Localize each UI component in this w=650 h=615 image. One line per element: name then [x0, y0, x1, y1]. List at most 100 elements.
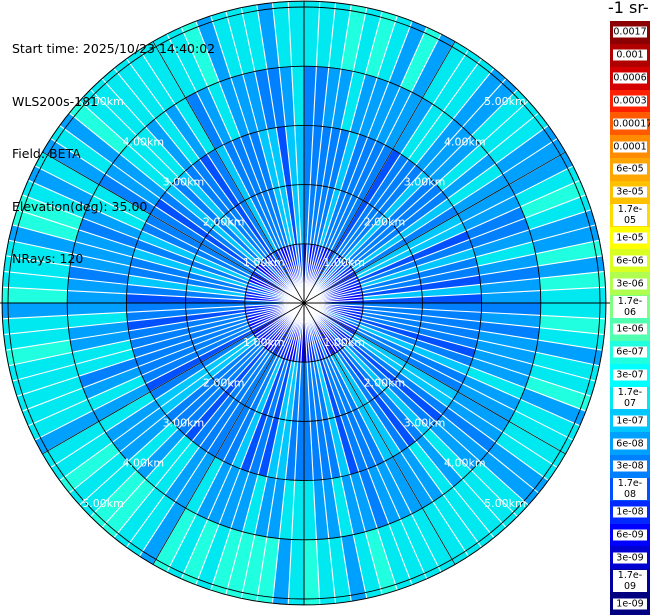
scan-sector: [145, 214, 253, 277]
ray-gap: [79, 302, 305, 506]
ring-label: 5.00km: [484, 95, 526, 108]
scan-sector: [355, 214, 463, 277]
ring-label: 1.00km: [323, 256, 365, 269]
scan-sector: [231, 357, 283, 469]
ray-gap: [303, 302, 469, 557]
scan-sector: [249, 131, 289, 247]
scan-sector: [347, 184, 443, 266]
scan-sector: [355, 329, 463, 392]
scan-sector: [316, 129, 350, 246]
scan-sector: [113, 58, 165, 119]
scan-sector: [345, 177, 436, 264]
scan-sector: [462, 195, 521, 231]
scan-sector: [350, 337, 448, 415]
scan-sector: [481, 303, 541, 316]
colorbar-cell: 3e-06: [610, 272, 650, 296]
colorbar-cell: 1.7e-06: [610, 295, 650, 318]
scan-sector: [128, 135, 179, 185]
ray-gap: [225, 302, 305, 595]
ring-label: 2.00km: [203, 216, 245, 229]
scan-sector: [67, 278, 128, 294]
ray-gap: [303, 302, 592, 397]
ray-gap: [90, 89, 305, 304]
scan-sector: [5, 340, 73, 366]
ray-gap: [303, 224, 596, 304]
scan-sector: [98, 174, 156, 215]
colorbar-cell: 1.7e-05: [610, 203, 650, 227]
scan-sector: [279, 66, 295, 127]
ray-gap: [303, 100, 529, 304]
scan-sector: [349, 74, 378, 135]
colorbar-cell: 0.0017: [610, 21, 650, 44]
ray-gap: [180, 26, 305, 304]
scan-sector: [254, 69, 277, 130]
ring-label: 4.00km: [444, 457, 486, 470]
ray-gap: [303, 112, 539, 304]
scan-sector: [93, 184, 151, 223]
scan-sector: [345, 342, 436, 429]
scan-sector: [525, 376, 592, 412]
ray-gap: [303, 20, 413, 304]
ray-gap: [50, 302, 305, 468]
scan-sector: [223, 140, 280, 251]
ray-gap: [303, 302, 495, 538]
scan-sector: [532, 224, 600, 254]
scan-sector: [34, 152, 99, 196]
scan-sector: [435, 414, 489, 462]
scan-sector: [166, 513, 208, 579]
scan-sector: [254, 476, 277, 537]
ray-gap: [303, 302, 529, 506]
scan-sector: [59, 112, 120, 164]
ray-gap: [12, 224, 305, 304]
elevation-label: Elevation(deg): 35.00: [12, 198, 148, 214]
ray-gap: [59, 125, 305, 304]
scan-sector: [341, 4, 367, 72]
ray-gap: [166, 33, 305, 304]
scan-sector: [408, 441, 454, 495]
ray-gap: [34, 165, 305, 304]
scan-sector: [422, 501, 469, 565]
scan-sector: [411, 33, 455, 98]
scan-sector: [22, 180, 88, 219]
ray-gap: [8, 302, 305, 367]
scan-sector: [319, 131, 359, 247]
scan-sector: [135, 239, 249, 285]
ray-gap: [271, 302, 305, 604]
ray-gap: [303, 302, 596, 382]
scan-sector: [112, 407, 166, 453]
ray-gap: [139, 302, 305, 557]
scan-sector: [367, 81, 401, 141]
ray-gap: [210, 302, 305, 591]
scan-sector: [322, 358, 368, 472]
scan-sector: [471, 461, 529, 517]
ray-gap: [27, 179, 305, 304]
ray-gap: [210, 15, 305, 304]
scan-sector: [82, 366, 142, 400]
scan-sector: [128, 312, 247, 340]
scan-sector: [388, 519, 427, 585]
ray-gap: [21, 194, 305, 304]
scan-sector: [452, 174, 510, 215]
ray-gap: [303, 15, 398, 304]
scan-sector: [535, 340, 603, 366]
scan-sector: [207, 352, 275, 457]
scan-sector: [359, 239, 473, 285]
scan-sector: [367, 465, 401, 525]
scan-sector: [442, 407, 496, 453]
scan-sector: [537, 327, 605, 351]
colorbar-tick-label: 0.0006: [613, 72, 647, 84]
ray-gap: [240, 7, 305, 304]
scan-sector: [82, 206, 142, 240]
scan-sector: [223, 355, 280, 466]
scan-sector: [153, 508, 197, 573]
ring-label: 3.00km: [404, 175, 446, 188]
colorbar-tick-label: 3e-06: [613, 278, 647, 290]
colorbar-tick-label: 3e-05: [613, 186, 647, 198]
scan-sector: [132, 318, 248, 358]
scan-sector: [2, 315, 69, 335]
colorbar-cell: 3e-08: [610, 455, 650, 478]
scan-sector: [279, 479, 295, 540]
scan-sector: [3, 255, 71, 279]
ray-gap: [2, 286, 305, 304]
scan-sector: [475, 241, 536, 267]
